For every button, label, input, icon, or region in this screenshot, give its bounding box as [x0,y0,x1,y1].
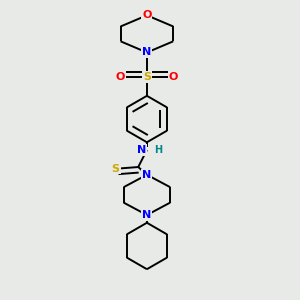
Text: H: H [154,145,163,155]
Text: S: S [112,164,120,174]
Text: O: O [169,72,178,82]
Text: N: N [142,210,152,220]
Text: N: N [142,170,152,180]
Text: O: O [142,10,152,20]
Text: N: N [137,145,146,155]
Text: S: S [143,72,151,82]
Text: O: O [116,72,125,82]
Text: N: N [142,47,152,58]
